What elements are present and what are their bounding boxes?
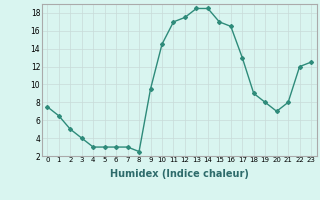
X-axis label: Humidex (Indice chaleur): Humidex (Indice chaleur) xyxy=(110,169,249,179)
